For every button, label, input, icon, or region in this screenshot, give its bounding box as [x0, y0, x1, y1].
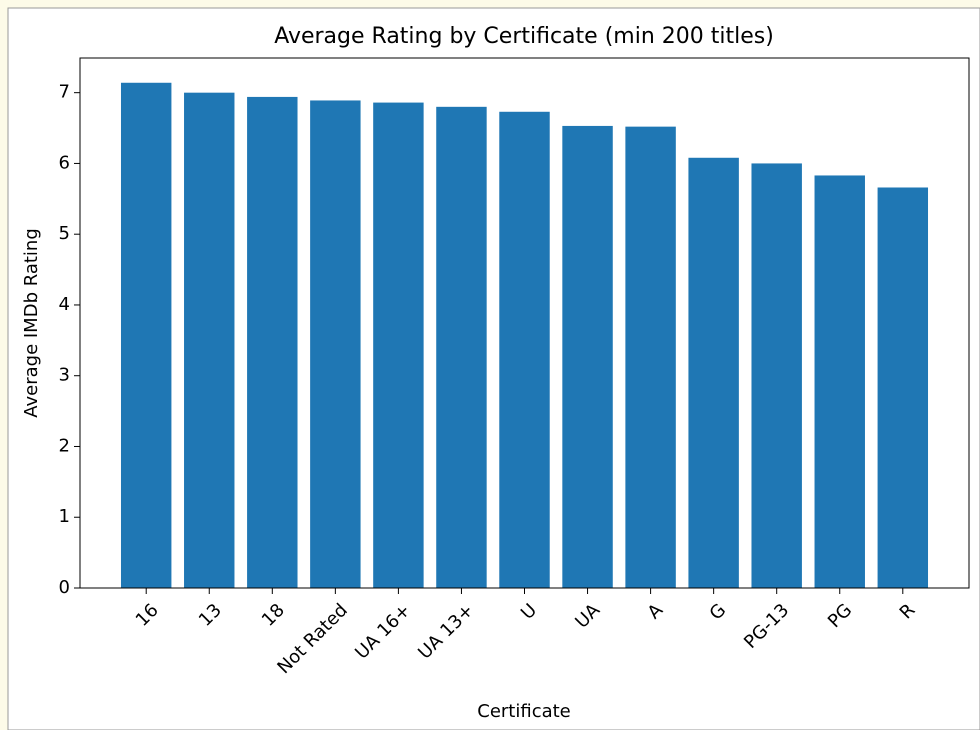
x-axis-label: Certificate: [477, 701, 571, 722]
y-tick-label: 6: [59, 152, 70, 173]
bar: [688, 157, 739, 589]
y-tick-label: 1: [59, 506, 70, 527]
bar: [877, 187, 929, 588]
y-axis-label: Average IMDb Rating: [21, 228, 42, 418]
bar: [310, 100, 361, 589]
bar: [373, 102, 424, 588]
y-tick-label: 3: [59, 365, 70, 386]
y-tick-label: 0: [59, 577, 70, 598]
bar: [499, 111, 550, 588]
bar: [562, 125, 613, 588]
bar: [184, 92, 235, 588]
bar: [247, 96, 298, 589]
y-tick-label: 7: [59, 82, 70, 103]
y-tick-label: 2: [59, 435, 70, 456]
bar: [814, 175, 865, 588]
y-tick-label: 5: [59, 223, 70, 244]
axes-frame: [79, 57, 970, 589]
bar: [120, 82, 172, 588]
bar: [625, 126, 676, 588]
bar: [751, 163, 802, 589]
y-tick-label: 4: [59, 294, 70, 315]
chart-title: Average Rating by Certificate (min 200 t…: [274, 24, 774, 49]
bar: [436, 106, 487, 588]
